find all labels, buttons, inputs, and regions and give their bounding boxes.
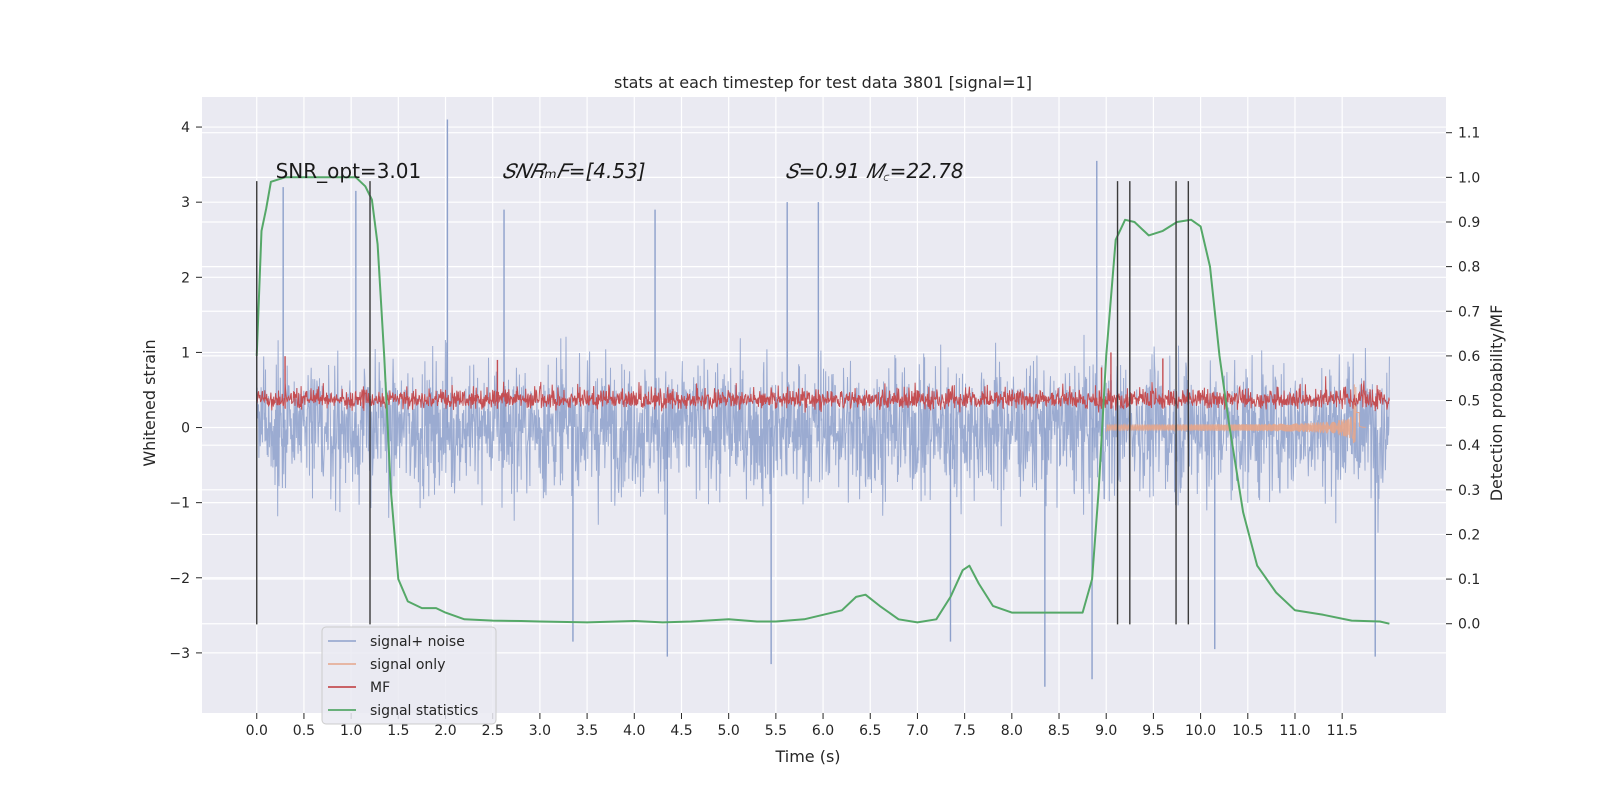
legend: signal+ noise signal only MF signal statist…	[321, 626, 497, 725]
y-tick-label-right: 1.1	[1458, 126, 1480, 142]
y-axis-label-right: Detection probability/MF	[1487, 305, 1506, 502]
x-tick-label: 7.0	[906, 723, 928, 739]
annotation-text: 𝑆=0.91 𝑀꜀=22.78	[785, 159, 963, 183]
series-signal-statistics-line	[255, 176, 1390, 625]
y-tick-label-left: 0	[181, 421, 190, 437]
y-tick-label-left: 4	[181, 120, 190, 136]
y-tick-label-left: −1	[169, 496, 190, 512]
x-tick-label: 9.0	[1095, 723, 1117, 739]
x-tick-label: 1.5	[387, 723, 409, 739]
legend-label: MF	[370, 680, 390, 696]
series-signal-noise-line	[256, 334, 1390, 533]
x-tick-label: 3.5	[576, 723, 598, 739]
legend-box	[321, 626, 497, 725]
x-tick-label: 8.0	[1001, 723, 1023, 739]
legend-label: signal+ noise	[370, 634, 465, 650]
y-tick-label-right: 0.4	[1458, 438, 1480, 454]
x-tick-label: 6.0	[812, 723, 834, 739]
x-tick-label: 2.0	[434, 723, 456, 739]
x-tick-label: 0.5	[293, 723, 315, 739]
axes: 0.0 0.5 1.0 1.5 2.0 2.5 3.0 3.5 4.0 4.5 5.0 5.5 6.0 6…	[169, 120, 1480, 739]
legend-label: signal statistics	[370, 703, 478, 719]
annotation-text: SNR_opt=3.01	[276, 159, 422, 183]
annotation-text: 𝑆𝑁𝑅ₘ𝐹=[4.53]	[502, 159, 645, 183]
x-tick-label: 10.5	[1232, 723, 1263, 739]
series-mf-line	[256, 376, 1390, 413]
y-axis-label-left: Whitened strain	[140, 339, 159, 466]
chart-title: stats at each timestep for test data 380…	[614, 73, 1032, 92]
x-tick-label: 5.0	[718, 723, 740, 739]
y-tick-label-left: 3	[181, 195, 190, 211]
y-tick-label-left: 2	[181, 270, 190, 286]
x-tick-label: 5.5	[765, 723, 787, 739]
x-tick-label: 11.5	[1327, 723, 1358, 739]
y-tick-label-right: 0.9	[1458, 215, 1480, 231]
y-tick-label-right: 0.5	[1458, 394, 1480, 410]
x-tick-label: 9.5	[1142, 723, 1164, 739]
x-tick-label: 11.0	[1279, 723, 1310, 739]
x-tick-label: 10.0	[1185, 723, 1216, 739]
y-tick-label-right: 0.7	[1458, 304, 1480, 320]
y-tick-label-left: −2	[169, 571, 190, 587]
x-tick-label: 0.0	[246, 723, 268, 739]
x-tick-label: 4.5	[670, 723, 692, 739]
x-axis-label: Time (s)	[774, 747, 840, 766]
x-tick-label: 4.0	[623, 723, 645, 739]
y-tick-label-right: 0.6	[1458, 349, 1480, 365]
series-layer	[255, 119, 1390, 687]
x-tick-label: 3.0	[529, 723, 551, 739]
x-tick-label: 1.0	[340, 723, 362, 739]
x-tick-label: 7.5	[954, 723, 976, 739]
y-tick-label-right: 0.2	[1458, 527, 1480, 543]
series-signal-only-line	[1105, 384, 1366, 444]
x-tick-label: 6.5	[859, 723, 881, 739]
y-tick-label-left: 1	[181, 345, 190, 361]
y-tick-label-right: 0.1	[1458, 572, 1480, 588]
y-tick-label-left: −3	[169, 646, 190, 662]
vertical-markers	[256, 181, 1190, 625]
x-tick-label: 8.5	[1048, 723, 1070, 739]
legend-label: signal only	[370, 657, 445, 673]
y-tick-label-right: 0.0	[1458, 617, 1480, 633]
y-tick-label-right: 0.8	[1458, 260, 1480, 276]
x-tick-label: 2.5	[482, 723, 504, 739]
annotations: SNR_opt=3.01 𝑆𝑁𝑅ₘ𝐹=[4.53] 𝑆=0.91 𝑀꜀=22.78	[276, 159, 964, 183]
y-tick-label-right: 0.3	[1458, 483, 1480, 499]
y-tick-label-right: 1.0	[1458, 170, 1480, 186]
